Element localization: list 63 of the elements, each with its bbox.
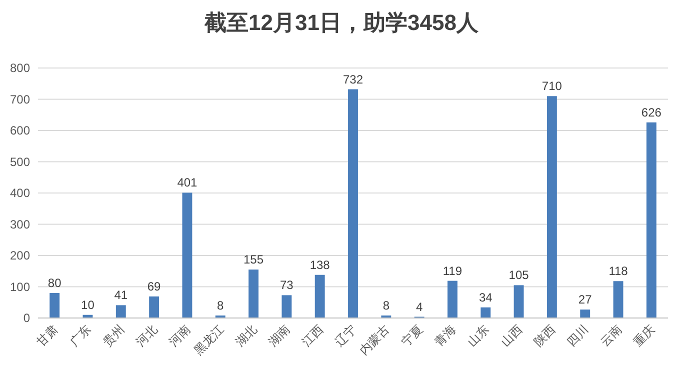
x-tick-label: 河南 — [166, 322, 194, 350]
data-label: 73 — [280, 278, 294, 292]
x-tick-label: 山西 — [498, 322, 525, 350]
x-tick-label: 湖北 — [232, 322, 260, 350]
x-tick-label: 陕西 — [531, 322, 558, 350]
bar — [646, 122, 656, 318]
x-tick-label: 湖南 — [266, 322, 293, 350]
data-label: 105 — [508, 268, 530, 282]
bar — [514, 285, 524, 318]
y-tick-label: 500 — [10, 154, 30, 169]
data-label: 710 — [542, 79, 562, 94]
y-tick-label: 300 — [10, 217, 30, 232]
x-tick-label: 宁夏 — [398, 322, 426, 350]
data-label: 401 — [177, 176, 198, 190]
bar — [314, 274, 325, 318]
data-label: 118 — [608, 264, 628, 278]
data-label: 8 — [382, 298, 390, 312]
x-tick-label: 贵州 — [100, 322, 128, 350]
data-label: 732 — [342, 72, 364, 86]
bar — [50, 293, 60, 318]
data-label: 10 — [81, 298, 95, 312]
data-label: 34 — [478, 290, 493, 304]
bar — [182, 192, 192, 318]
chart-title: 截至12月31日，助学3458人 — [204, 10, 480, 35]
x-tick-label: 四川 — [564, 322, 592, 350]
data-label: 119 — [442, 264, 462, 278]
data-label: 80 — [48, 276, 62, 290]
x-tick-label: 广东 — [66, 322, 94, 350]
x-tick-label: 重庆 — [630, 322, 658, 350]
bar — [546, 96, 557, 318]
bar — [149, 296, 160, 318]
x-tick-label: 辽宁 — [332, 322, 360, 350]
x-tick-label: 甘肃 — [34, 322, 61, 350]
data-label: 41 — [114, 288, 128, 302]
x-tick-label: 山东 — [464, 322, 492, 350]
data-label: 8 — [217, 298, 224, 312]
x-tick-label: 黑龙江 — [191, 322, 226, 358]
y-tick-label: 400 — [10, 186, 30, 200]
y-tick-label: 0 — [23, 311, 30, 325]
bar — [448, 280, 458, 318]
data-label: 4 — [416, 300, 423, 314]
bar — [248, 270, 258, 318]
bar — [480, 307, 491, 318]
x-tick-label: 云南 — [598, 322, 624, 350]
bar — [348, 89, 358, 318]
data-label: 626 — [641, 105, 662, 120]
data-label: 69 — [147, 279, 162, 294]
data-label: 27 — [578, 292, 592, 307]
y-tick-label: 200 — [10, 248, 30, 262]
bar — [613, 281, 624, 318]
data-label: 155 — [244, 252, 264, 267]
x-tick-label: 青海 — [432, 322, 459, 350]
x-tick-label: 江西 — [299, 322, 326, 350]
x-tick-label: 河北 — [133, 322, 160, 350]
y-tick-label: 100 — [10, 280, 30, 294]
y-tick-label: 700 — [10, 92, 30, 106]
bar — [580, 310, 590, 318]
bar — [116, 305, 126, 318]
y-tick-label: 600 — [10, 124, 30, 138]
data-label: 138 — [310, 258, 330, 272]
x-tick-label: 内蒙古 — [356, 322, 392, 358]
bar — [282, 295, 292, 318]
y-tick-label: 800 — [10, 61, 30, 75]
